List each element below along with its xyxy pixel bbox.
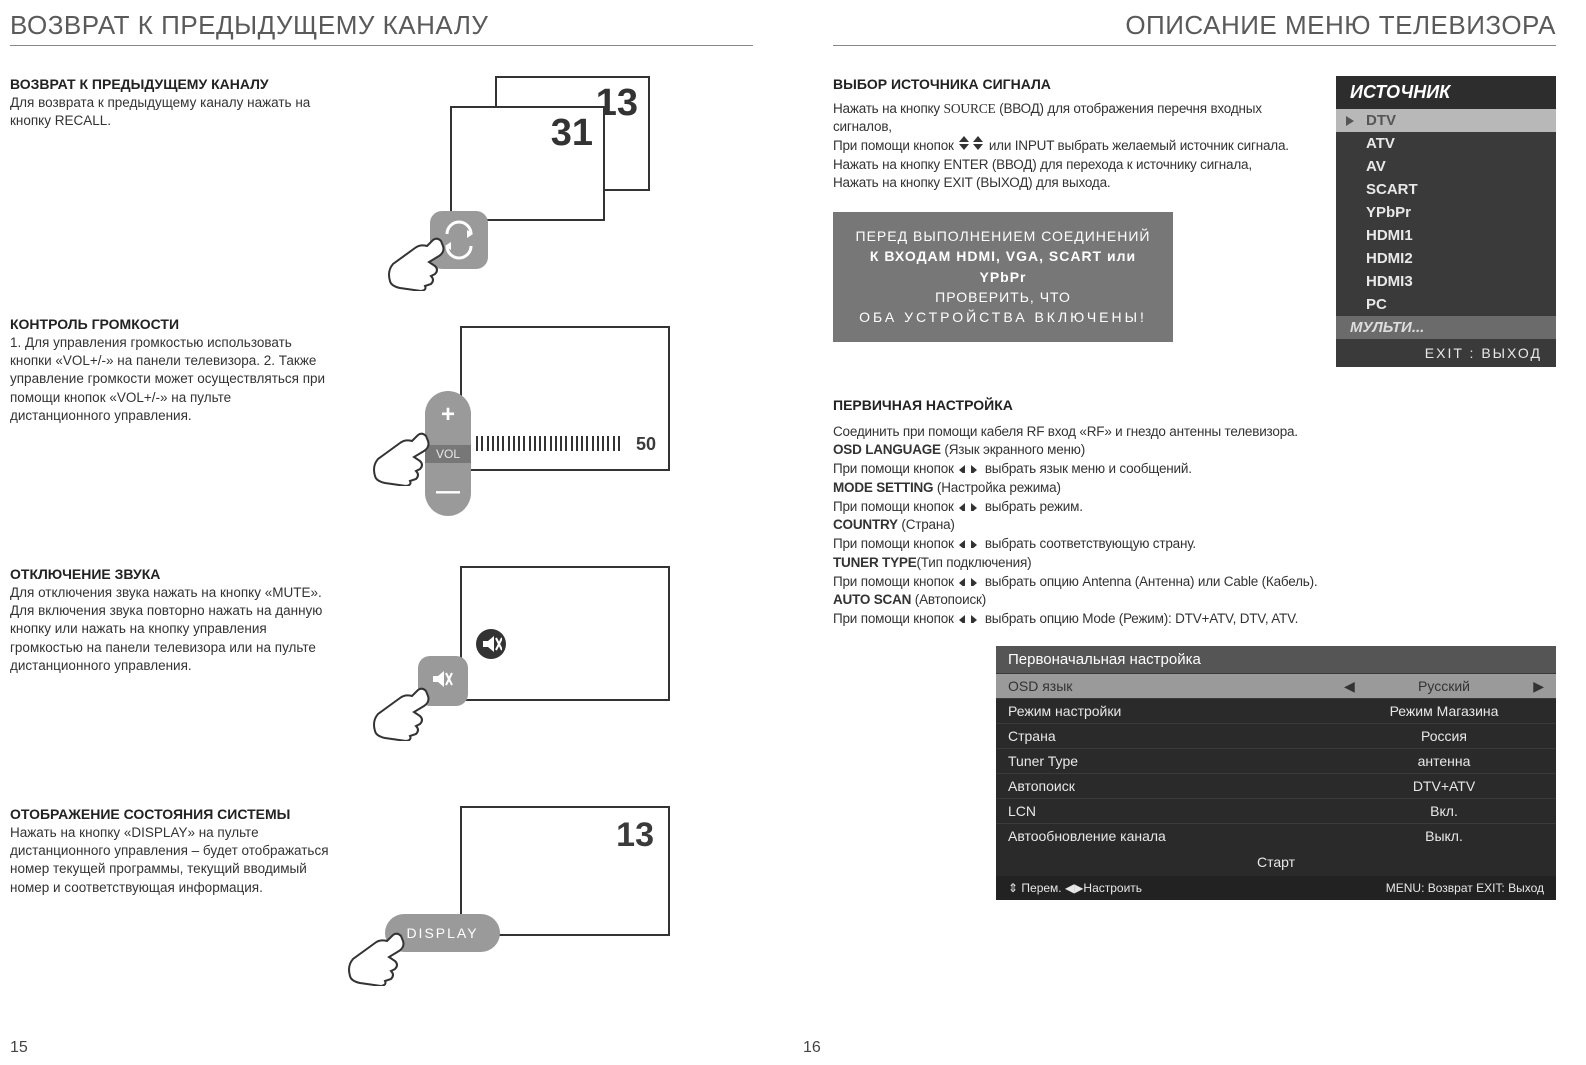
volume-bar xyxy=(476,436,623,451)
display-title: ОТОБРАЖЕНИЕ СОСТОЯНИЯ СИСТЕМЫ xyxy=(10,806,335,822)
hand-icon xyxy=(385,236,455,291)
volume-body: 1. Для управления громкостью использоват… xyxy=(10,334,335,425)
source-item-dtv[interactable]: DTV xyxy=(1336,109,1556,132)
source-menu: ИСТОЧНИК DTVATVAVSCARTYPbPrHDMI1HDMI2HDM… xyxy=(1336,76,1556,367)
figure-mute xyxy=(370,566,670,746)
setup-menu-footer: ⇕ Перем. ◀▶Настроить MENU: Возврат EXIT:… xyxy=(996,876,1556,900)
up-down-arrows-icon xyxy=(957,136,985,150)
source-item-pc[interactable]: PC xyxy=(1336,293,1556,316)
setup-row-label: Tuner Type xyxy=(1008,753,1344,769)
initial-body: Соединить при помощи кабеля RF вход «RF»… xyxy=(833,423,1556,628)
initial-title: ПЕРВИЧНАЯ НАСТРОЙКА xyxy=(833,397,1556,413)
setup-row-label: Режим настройки xyxy=(1008,703,1344,719)
left-right-arrows-icon xyxy=(957,459,981,473)
source-item-ypbpr[interactable]: YPbPr xyxy=(1336,201,1556,224)
recall-title: ВОЗВРАТ К ПРЕДЫДУЩЕМУ КАНАЛУ xyxy=(10,76,335,92)
figure-display: 13 DISPLAY xyxy=(370,806,670,976)
hand-icon xyxy=(345,931,415,986)
page-number-right: 16 xyxy=(803,1039,1556,1057)
display-body: Нажать на кнопку «DISPLAY» на пульте дис… xyxy=(10,824,335,897)
recall-body: Для возврата к предыдущему каналу нажать… xyxy=(10,94,335,130)
warning-box: ПЕРЕД ВЫПОЛНЕНИЕМ СОЕДИНЕНИЙ К ВХОДАМ HD… xyxy=(833,212,1173,341)
section-recall: ВОЗВРАТ К ПРЕДЫДУЩЕМУ КАНАЛУ Для возврат… xyxy=(10,76,753,276)
hand-icon xyxy=(370,431,440,486)
left-right-arrows-icon xyxy=(957,534,981,548)
setup-row[interactable]: Режим настройкиРежим Магазина xyxy=(996,698,1556,723)
source-title: ВЫБОР ИСТОЧНИКА СИГНАЛА xyxy=(833,76,1306,92)
mute-badge xyxy=(476,629,506,659)
footer-right: MENU: Возврат EXIT: Выход xyxy=(1386,881,1544,895)
section-display: ОТОБРАЖЕНИЕ СОСТОЯНИЯ СИСТЕМЫ Нажать на … xyxy=(10,806,753,976)
source-item-hdmi3[interactable]: HDMI3 xyxy=(1336,270,1556,293)
source-menu-header: ИСТОЧНИК xyxy=(1336,76,1556,109)
source-item-hdmi1[interactable]: HDMI1 xyxy=(1336,224,1556,247)
setup-row-label: LCN xyxy=(1008,803,1344,819)
section-mute: ОТКЛЮЧЕНИЕ ЗВУКА Для отключения звука на… xyxy=(10,566,753,746)
display-channel-num: 13 xyxy=(616,816,654,855)
mute-icon xyxy=(480,633,502,655)
section-source-select: ВЫБОР ИСТОЧНИКА СИГНАЛА Нажать на кнопку… xyxy=(833,76,1556,367)
setup-row-value: DTV+ATV xyxy=(1344,778,1544,794)
setup-row-value: Выкл. xyxy=(1344,828,1544,844)
setup-start-button[interactable]: Старт xyxy=(996,848,1556,876)
source-item-atv[interactable]: ATV xyxy=(1336,132,1556,155)
hand-icon xyxy=(370,686,440,741)
setup-row[interactable]: Автообновление каналаВыкл. xyxy=(996,823,1556,848)
page-title-right: ОПИСАНИЕ МЕНЮ ТЕЛЕВИЗОРА xyxy=(833,10,1556,46)
channel-front-num: 31 xyxy=(551,112,593,155)
mute-title: ОТКЛЮЧЕНИЕ ЗВУКА xyxy=(10,566,335,582)
source-item-scart[interactable]: SCART xyxy=(1336,178,1556,201)
section-volume: КОНТРОЛЬ ГРОМКОСТИ 1. Для управления гро… xyxy=(10,316,753,536)
setup-row-label: Автообновление канала xyxy=(1008,828,1344,844)
section-initial-setup: ПЕРВИЧНАЯ НАСТРОЙКА Соединить при помощи… xyxy=(833,397,1556,900)
left-right-arrows-icon xyxy=(957,497,981,511)
setup-menu-header: Первоначальная настройка xyxy=(996,646,1556,673)
setup-row[interactable]: OSD язык◀Русский▶ xyxy=(996,673,1556,698)
mute-body: Для отключения звука нажать на кнопку «M… xyxy=(10,584,335,675)
figure-recall: 13 31 xyxy=(390,76,650,276)
screen-mute xyxy=(460,566,670,701)
page-title-left: ВОЗВРАТ К ПРЕДЫДУЩЕМУ КАНАЛУ xyxy=(10,10,753,46)
screen-volume: 50 xyxy=(460,326,670,471)
setup-row-label: Страна xyxy=(1008,728,1344,744)
figure-volume: 50 + VOL — xyxy=(370,326,670,536)
source-menu-multi[interactable]: МУЛЬТИ... xyxy=(1336,316,1556,339)
screen-front: 31 xyxy=(450,106,605,221)
setup-row-value: ◀Русский▶ xyxy=(1344,678,1544,694)
setup-row[interactable]: Tuner Typeантенна xyxy=(996,748,1556,773)
setup-row-value: Вкл. xyxy=(1344,803,1544,819)
source-item-hdmi2[interactable]: HDMI2 xyxy=(1336,247,1556,270)
setup-row[interactable]: LCNВкл. xyxy=(996,798,1556,823)
vol-plus-icon: + xyxy=(441,401,455,429)
setup-row[interactable]: АвтопоискDTV+ATV xyxy=(996,773,1556,798)
setup-row-label: Автопоиск xyxy=(1008,778,1344,794)
setup-menu: Первоначальная настройка OSD язык◀Русски… xyxy=(996,646,1556,900)
footer-left: ⇕ Перем. ◀▶Настроить xyxy=(1008,881,1142,895)
setup-row-value: Режим Магазина xyxy=(1344,703,1544,719)
left-right-arrows-icon xyxy=(957,609,981,623)
setup-row-value: антенна xyxy=(1344,753,1544,769)
page-number-left: 15 xyxy=(10,1039,28,1057)
source-body: Нажать на кнопку SOURCE (ВВОД) для отобр… xyxy=(833,100,1306,192)
source-item-av[interactable]: AV xyxy=(1336,155,1556,178)
source-menu-exit: EXIT : ВЫХОД xyxy=(1336,339,1556,363)
setup-row[interactable]: СтранаРоссия xyxy=(996,723,1556,748)
volume-title: КОНТРОЛЬ ГРОМКОСТИ xyxy=(10,316,335,332)
setup-row-label: OSD язык xyxy=(1008,678,1344,694)
setup-row-value: Россия xyxy=(1344,728,1544,744)
left-right-arrows-icon xyxy=(957,572,981,586)
volume-value: 50 xyxy=(636,434,656,455)
